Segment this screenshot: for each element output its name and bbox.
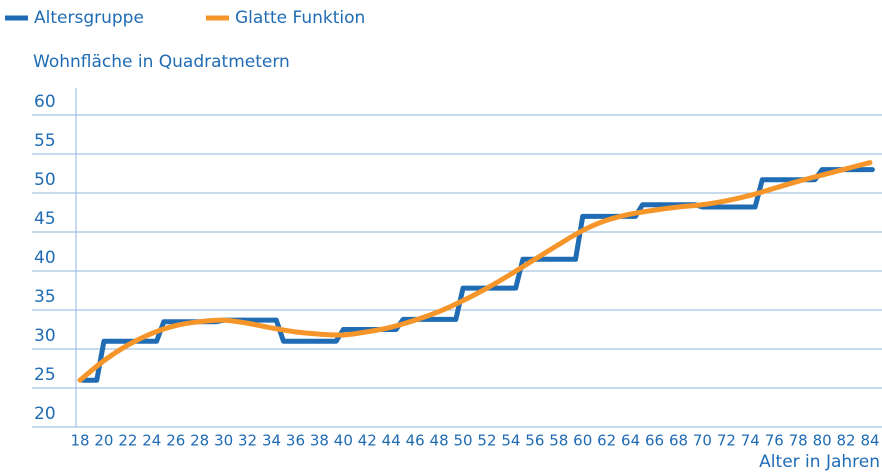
x-tick-label: 26 <box>166 432 185 450</box>
series-line <box>77 160 873 383</box>
legend-label: Glatte Funktion <box>235 8 365 28</box>
y-tick-label: 50 <box>34 170 56 190</box>
x-tick-label: 68 <box>669 432 688 450</box>
x-tick-label: 72 <box>717 432 736 450</box>
legend-label: Altersgruppe <box>34 8 144 28</box>
x-tick-label: 64 <box>621 432 640 450</box>
y-tick-label: 35 <box>34 287 56 307</box>
x-tick-label: 42 <box>358 432 377 450</box>
x-tick-label: 70 <box>693 432 712 450</box>
y-tick-label: 25 <box>34 365 56 385</box>
x-tick-label: 22 <box>118 432 137 450</box>
x-tick-label: 58 <box>549 432 568 450</box>
x-tick-label: 28 <box>190 432 209 450</box>
y-tick-label: 40 <box>34 248 56 268</box>
x-tick-label: 82 <box>837 432 856 450</box>
x-tick-label: 18 <box>70 432 89 450</box>
x-tick-label: 74 <box>741 432 760 450</box>
x-tick-label: 40 <box>334 432 353 450</box>
x-tick-label: 78 <box>789 432 808 450</box>
x-tick-label: 76 <box>765 432 784 450</box>
x-tick-label: 24 <box>142 432 161 450</box>
x-tick-label: 20 <box>94 432 113 450</box>
x-tick-label: 52 <box>477 432 496 450</box>
x-tick-label: 54 <box>501 432 520 450</box>
y-tick-label: 55 <box>34 131 56 151</box>
y-tick-label: 45 <box>34 209 56 229</box>
x-tick-label: 48 <box>430 432 449 450</box>
x-tick-label: 66 <box>645 432 664 450</box>
x-tick-label: 46 <box>406 432 425 450</box>
x-tick-label: 60 <box>573 432 592 450</box>
x-tick-label: 30 <box>214 432 233 450</box>
x-tick-label: 34 <box>262 432 281 450</box>
x-tick-label: 62 <box>597 432 616 450</box>
x-axis-title: Alter in Jahren <box>759 452 880 472</box>
x-tick-label: 32 <box>238 432 257 450</box>
x-tick-label: 84 <box>860 432 879 450</box>
y-axis-title: Wohnfläche in Quadratmetern <box>33 52 290 72</box>
y-tick-label: 30 <box>34 326 56 346</box>
x-tick-label: 36 <box>286 432 305 450</box>
y-tick-label: 60 <box>34 92 56 112</box>
y-tick-label: 20 <box>34 404 56 424</box>
x-tick-label: 80 <box>813 432 832 450</box>
x-tick-label: 38 <box>310 432 329 450</box>
x-tick-label: 50 <box>453 432 472 450</box>
x-tick-label: 44 <box>382 432 401 450</box>
x-tick-label: 56 <box>525 432 544 450</box>
